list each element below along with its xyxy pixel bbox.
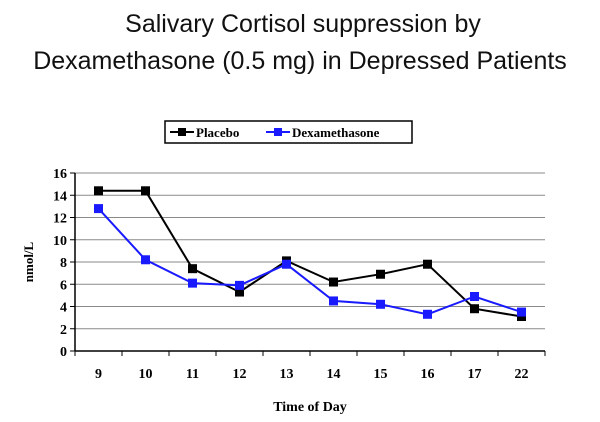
data-point-dexamethasone bbox=[517, 307, 526, 317]
data-point-dexamethasone bbox=[94, 204, 103, 214]
x-tick-label: 17 bbox=[468, 367, 482, 382]
gridlines bbox=[75, 172, 545, 330]
x-axis-ticks: 9 10 11 12 13 14 15 16 17 22 bbox=[74, 351, 546, 382]
y-tick-label: 4 bbox=[60, 301, 67, 316]
data-point-placebo bbox=[423, 259, 432, 269]
x-tick-label: 16 bbox=[421, 367, 435, 382]
data-point-dexamethasone bbox=[329, 296, 338, 306]
x-axis-label: Time of Day bbox=[273, 400, 347, 415]
legend-label-placebo: Placebo bbox=[196, 125, 239, 140]
y-tick-label: 0 bbox=[60, 345, 67, 360]
x-tick-label: 13 bbox=[280, 367, 294, 382]
y-tick-label: 12 bbox=[53, 212, 67, 227]
series-line-dexamethasone bbox=[97, 207, 522, 316]
legend: Placebo Dexamethasone bbox=[164, 120, 413, 144]
data-point-placebo bbox=[470, 304, 479, 314]
legend-marker-dexamethasone bbox=[274, 128, 282, 136]
data-point-placebo bbox=[94, 186, 103, 196]
chart-title-line-2: Dexamethasone (0.5 mg) in Depressed Pati… bbox=[33, 47, 567, 75]
y-tick-label: 16 bbox=[53, 167, 67, 182]
legend-label-dexamethasone: Dexamethasone bbox=[292, 125, 380, 140]
data-point-placebo bbox=[235, 287, 244, 297]
y-tick-label: 6 bbox=[60, 278, 67, 293]
y-tick-label: 8 bbox=[60, 256, 67, 271]
data-point-placebo bbox=[376, 269, 385, 279]
y-tick-label: 14 bbox=[53, 189, 67, 204]
data-point-dexamethasone bbox=[423, 309, 432, 319]
data-point-placebo bbox=[188, 264, 197, 274]
data-point-dexamethasone bbox=[470, 291, 479, 301]
series bbox=[94, 186, 526, 322]
x-tick-label: 9 bbox=[95, 367, 102, 382]
legend-marker-placebo bbox=[178, 128, 186, 136]
data-point-dexamethasone bbox=[141, 255, 150, 265]
data-point-dexamethasone bbox=[282, 259, 291, 269]
x-tick-label: 15 bbox=[374, 367, 388, 382]
y-tick-label: 2 bbox=[60, 323, 67, 338]
x-tick-label: 10 bbox=[139, 367, 153, 382]
y-tick-label: 10 bbox=[53, 234, 67, 249]
series-line-placebo bbox=[98, 189, 522, 318]
data-point-dexamethasone bbox=[376, 299, 385, 309]
x-tick-label: 22 bbox=[515, 367, 529, 382]
x-tick-label: 14 bbox=[327, 367, 341, 382]
y-axis-label: nmol/L bbox=[21, 241, 36, 282]
y-axis-ticks: 0 2 4 6 8 10 12 14 16 bbox=[53, 167, 75, 360]
chart-title-line-1: Salivary Cortisol suppression by bbox=[125, 10, 481, 38]
x-tick-label: 12 bbox=[233, 367, 247, 382]
x-tick-label: 11 bbox=[186, 367, 199, 382]
data-point-dexamethasone bbox=[235, 280, 244, 290]
data-point-dexamethasone bbox=[188, 278, 197, 288]
data-point-placebo bbox=[141, 186, 150, 196]
data-point-placebo bbox=[329, 277, 338, 287]
